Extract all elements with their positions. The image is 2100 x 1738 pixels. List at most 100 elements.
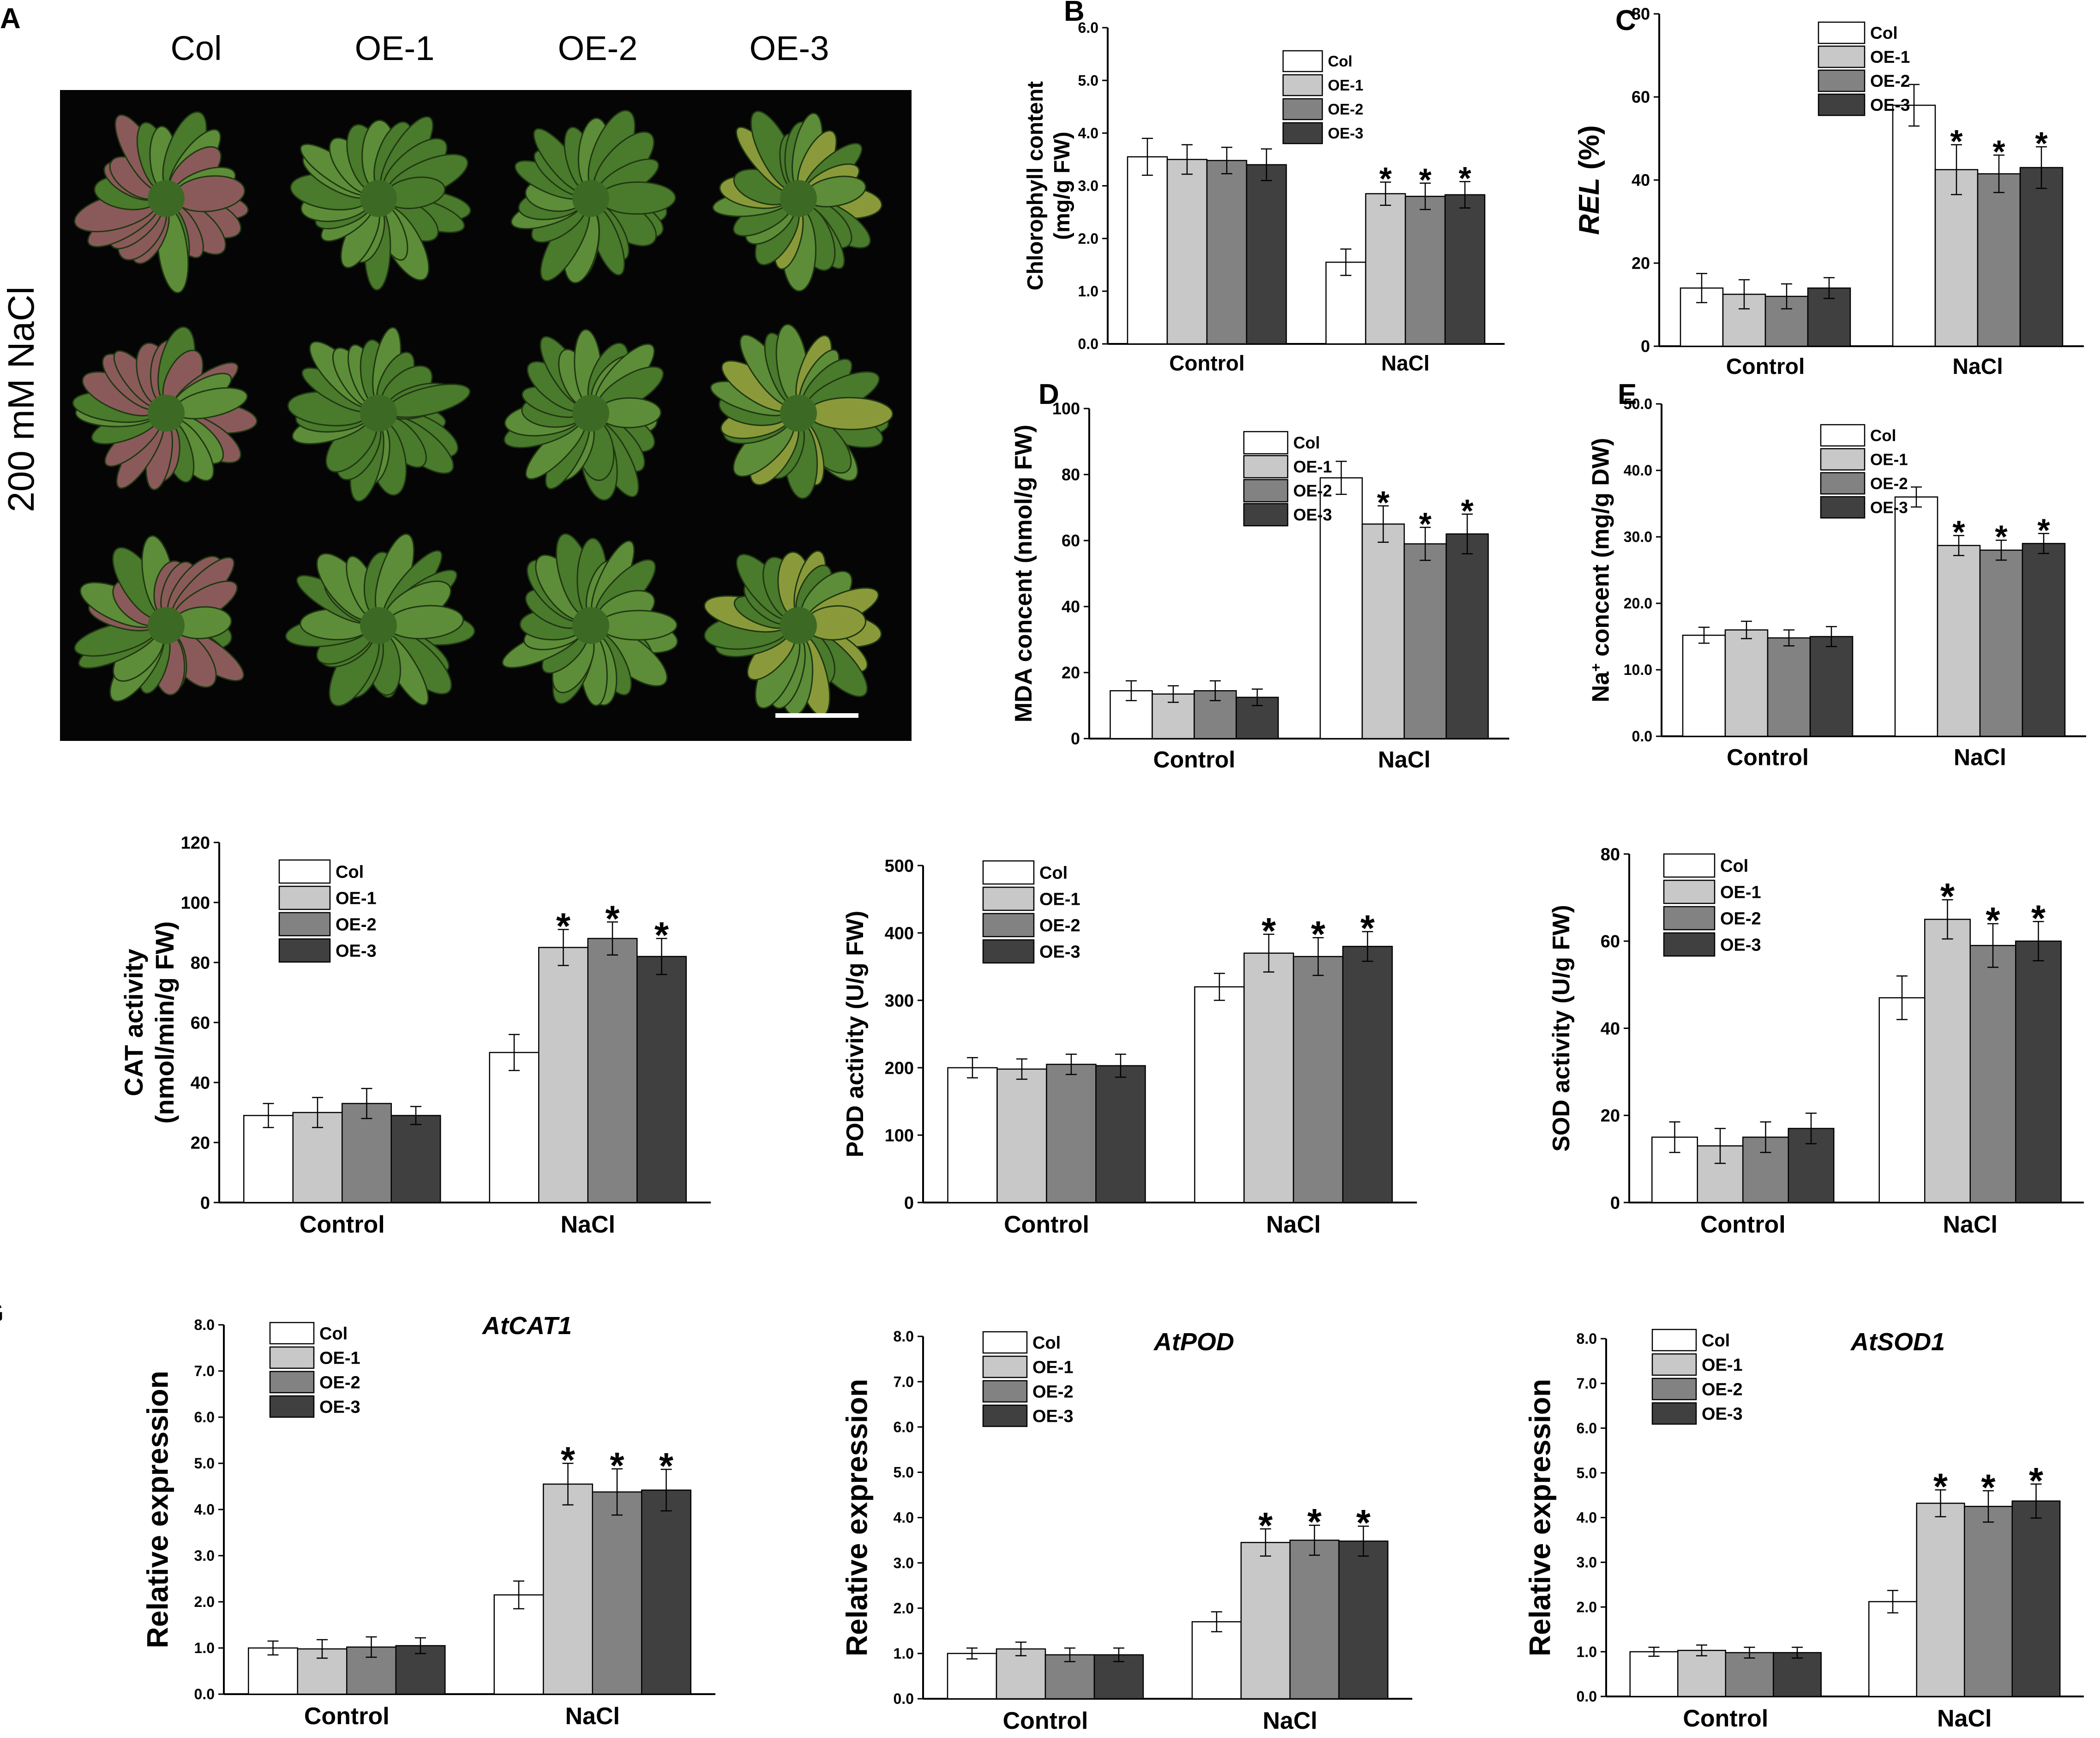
legend-label: Col — [1720, 856, 1748, 876]
bar-oe-1-nacl — [1365, 193, 1406, 345]
y-tick-label: 4.0 — [1577, 1509, 1597, 1526]
y-tick-label: 0 — [904, 1193, 914, 1213]
scale-bar — [775, 713, 858, 718]
bar-oe-1-nacl — [1924, 919, 1971, 1203]
bar-oe-1-control — [996, 1068, 1047, 1203]
legend-swatch — [1243, 455, 1289, 479]
significance-asterisk: * — [654, 914, 669, 956]
category-label: NaCl — [1954, 745, 2006, 770]
chart-e-na: E 0.0 10.0 20.0 30.0 40.0 50.0 Control * * * NaCl Na… — [1588, 379, 2086, 770]
bar-oe-1-control — [1724, 629, 1769, 737]
y-tick-label: 30.0 — [1624, 529, 1652, 545]
y-tick-label: 5.0 — [894, 1464, 914, 1481]
significance-asterisk: * — [1461, 493, 1474, 529]
significance-asterisk: * — [1419, 506, 1432, 542]
legend-label: OE-1 — [1039, 890, 1080, 909]
legend-swatch — [1282, 122, 1323, 144]
legend-swatch — [982, 886, 1035, 911]
y-tick-label: 60 — [1062, 531, 1080, 550]
legend-swatch — [1818, 45, 1866, 68]
legend-swatch — [1663, 932, 1716, 957]
y-tick-label: 0 — [200, 1193, 210, 1213]
legend-swatch — [1663, 879, 1716, 904]
legend-swatch — [1818, 21, 1866, 44]
y-tick-label: 100 — [1052, 399, 1080, 418]
bar-oe-2-nacl — [1977, 173, 2021, 347]
category-label: Control — [1169, 351, 1245, 375]
category-label: NaCl — [1952, 355, 2003, 379]
bar-col-control — [243, 1115, 294, 1203]
bar-oe-3-nacl — [1444, 194, 1486, 345]
legend-swatch — [269, 1395, 315, 1418]
y-axis-label: Na+ concent (mg/g DW) — [1588, 438, 1614, 703]
category-label: NaCl — [1937, 1705, 1992, 1732]
y-tick-label: 5.0 — [1577, 1465, 1597, 1481]
legend-label: OE-2 — [1720, 909, 1761, 928]
y-axis-label: POD activity (U/g FW) — [842, 911, 869, 1157]
bar-oe-2-nacl — [1289, 1540, 1340, 1700]
plant-rosette — [504, 329, 664, 501]
y-tick-label: 80 — [191, 953, 210, 973]
y-tick-label: 10.0 — [1624, 662, 1652, 678]
bar-col-nacl — [1868, 1601, 1917, 1697]
y-tick-label: 1.0 — [894, 1645, 914, 1662]
significance-asterisk: * — [1992, 134, 2005, 170]
legend-swatch — [1663, 853, 1716, 878]
legend-label: OE-1 — [1702, 1355, 1743, 1375]
legend-label: OE-2 — [1039, 916, 1080, 935]
y-tick-label: 2.0 — [1577, 1599, 1597, 1615]
chart-g-atcat1: G 0.0 1.0 2.0 3.0 4.0 5.0 6.0 7.0 8.0 Control * * * Na… — [0, 1297, 715, 1730]
category-label: Control — [1683, 1705, 1768, 1732]
bar-col-nacl — [1194, 986, 1245, 1203]
significance-asterisk: * — [1360, 908, 1375, 949]
y-tick-label: 6.0 — [1577, 1420, 1597, 1437]
y-tick-label: 2.0 — [194, 1594, 215, 1610]
plant-rosette — [285, 533, 475, 707]
bar-oe-3-nacl — [1338, 1540, 1389, 1700]
y-tick-label: 7.0 — [1577, 1375, 1597, 1392]
y-tick-label: 7.0 — [194, 1363, 215, 1379]
bar-oe-2-control — [1767, 637, 1811, 737]
plant-rosette — [74, 535, 245, 702]
y-tick-label: 6.0 — [1078, 19, 1098, 36]
legend-label: OE-3 — [1032, 1407, 1074, 1426]
y-tick-label: 4.0 — [1078, 125, 1098, 142]
y-tick-label: 0.0 — [1577, 1688, 1597, 1705]
y-tick-label: 8.0 — [894, 1328, 914, 1345]
legend-swatch — [1820, 472, 1866, 495]
legend-swatch — [982, 913, 1035, 938]
y-tick-label: 0 — [1071, 729, 1080, 748]
y-tick-label: 3.0 — [894, 1555, 914, 1571]
y-tick-label: 80 — [1601, 845, 1620, 864]
y-tick-label: 20 — [1632, 254, 1650, 273]
significance-asterisk: * — [1986, 900, 2000, 941]
y-tick-label: 0 — [1610, 1193, 1620, 1213]
category-label: Control — [1004, 1211, 1089, 1238]
y-tick-label: 20 — [191, 1133, 210, 1153]
y-tick-label: 100 — [181, 893, 210, 913]
y-tick-label: 3.0 — [1078, 178, 1098, 194]
bar-col-nacl — [489, 1052, 540, 1203]
plant-rosette — [72, 326, 258, 491]
bar-oe-2-control — [342, 1103, 392, 1203]
y-tick-label: 2.0 — [894, 1600, 914, 1617]
panel-letter: G — [0, 1297, 4, 1329]
significance-asterisk: * — [605, 898, 620, 939]
bar-oe-2-nacl — [1964, 1506, 2013, 1697]
chart-g-atpod: 0.0 1.0 2.0 3.0 4.0 5.0 6.0 7.0 8.0 Control * * * NaC… — [840, 1328, 1412, 1734]
chart-title: AtSOD1 — [1850, 1328, 1945, 1356]
bar-col-nacl — [1878, 997, 1926, 1203]
genotype-label-oe3: OE-3 — [749, 29, 829, 67]
y-axis-label-units: (mg/g FW) — [1050, 132, 1074, 240]
category-label: NaCl — [561, 1211, 615, 1238]
legend-label: OE-2 — [1870, 72, 1910, 90]
bar-oe-2-nacl — [1293, 956, 1344, 1203]
bar-oe-3-nacl — [2011, 1500, 2061, 1697]
y-tick-label: 20 — [1601, 1107, 1620, 1126]
chart-g-atsod1: 0.0 1.0 2.0 3.0 4.0 5.0 6.0 7.0 8.0 Control * * * NaC… — [1523, 1328, 2084, 1732]
legend-label: Col — [1032, 1333, 1061, 1353]
legend-swatch — [1818, 93, 1866, 116]
legend-label: OE-1 — [1328, 77, 1363, 94]
bar-oe-2-nacl — [1969, 944, 2016, 1203]
category-label: NaCl — [1943, 1211, 1998, 1238]
